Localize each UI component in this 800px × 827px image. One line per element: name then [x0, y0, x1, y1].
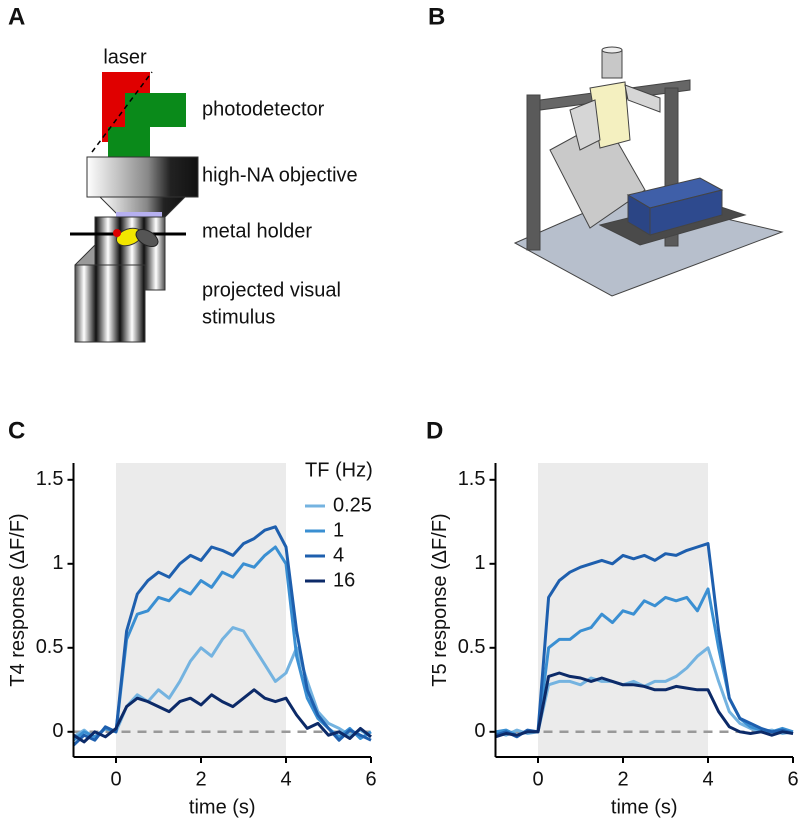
dichroic-mirror: [91, 71, 153, 153]
fly-eye: [113, 229, 121, 237]
y-tick-label: 1: [474, 552, 485, 574]
x-tick-label: 2: [617, 768, 628, 790]
data-line: [72, 525, 372, 747]
data-line: [72, 688, 372, 744]
x-tick-label: 4: [280, 768, 291, 790]
legend-label: 4: [333, 544, 344, 566]
y-axis-label: T5 response (ΔF/F): [429, 513, 451, 686]
fly-wing: [135, 228, 159, 248]
y-tick-label: 0: [52, 720, 63, 742]
mirror: [624, 84, 661, 113]
y-tick-label: 1: [52, 552, 63, 574]
y-tick-label: 0: [474, 720, 485, 742]
panel-label: A: [8, 3, 25, 30]
box-front: [649, 189, 723, 236]
x-tick-label: 4: [702, 768, 713, 790]
x-axis-label: time (s): [189, 796, 256, 818]
pillar: [526, 94, 541, 251]
panel-label: C: [8, 417, 25, 444]
x-tick-label: 6: [365, 768, 376, 790]
legend-label: 1: [333, 519, 344, 541]
x-tick-label: 6: [787, 768, 798, 790]
y-axis-label: T4 response (ΔF/F): [7, 513, 29, 686]
y-tick-label: 0.5: [458, 636, 486, 658]
diagram-label: laser: [103, 46, 147, 68]
objective: [86, 156, 199, 198]
diagram-label: photodetector: [202, 98, 325, 120]
diagram-label: projected visual: [202, 279, 341, 301]
x-tick-label: 0: [532, 768, 543, 790]
photodetector-beam: [125, 93, 186, 127]
legend-title: TF (Hz): [305, 459, 373, 481]
x-tick-label: 2: [195, 768, 206, 790]
y-tick-label: 0.5: [36, 636, 64, 658]
mirror: [569, 99, 601, 151]
stimulus-front: [74, 264, 146, 343]
diagram-label: stimulus: [202, 306, 275, 328]
y-tick-label: 1.5: [458, 468, 486, 490]
legend-label: 16: [333, 569, 355, 591]
diagram-label: high-NA objective: [202, 164, 358, 186]
data-line: [495, 542, 794, 739]
rig-diagram: [513, 46, 784, 297]
setup-diagram: laser photodetector high-NA objective me…: [70, 46, 358, 343]
y-tick-label: 1.5: [36, 468, 64, 490]
x-axis-label: time (s): [611, 796, 678, 818]
panel-label: B: [428, 3, 445, 30]
projector: [601, 49, 623, 79]
projector-top: [601, 46, 623, 54]
data-line: [495, 671, 794, 739]
legend-label: 0.25: [333, 494, 372, 516]
x-tick-label: 0: [110, 768, 121, 790]
photodetector-beam: [108, 127, 150, 157]
diagram-label: metal holder: [202, 220, 312, 242]
panel-label: D: [426, 417, 443, 444]
stimulus-period: [116, 463, 286, 757]
